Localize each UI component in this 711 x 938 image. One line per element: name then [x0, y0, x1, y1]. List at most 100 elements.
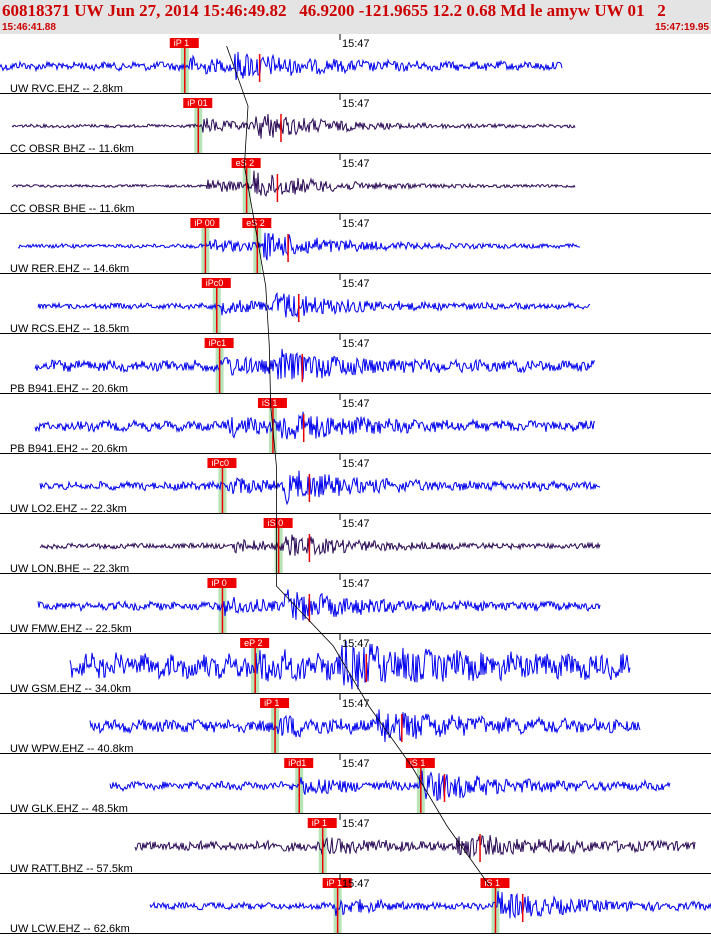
trace-panel[interactable]: iP 01 15:47 CC OBSR BHZ -- 11.6km	[0, 94, 711, 155]
trace-panel[interactable]: iPc1 15:47 PB B941.EHZ -- 20.6km	[0, 334, 711, 395]
minute-label: 15:47	[342, 638, 370, 650]
pick-flag[interactable]	[480, 878, 510, 888]
station-label: UW LON.BHE -- 22.3km	[10, 563, 129, 575]
pick-label: iP 1	[312, 818, 327, 828]
waveform	[11, 170, 576, 197]
trace-panel[interactable]: iPc0 15:47 UW LO2.EHZ -- 22.3km	[0, 454, 711, 515]
station-label: CC OBSR BHZ -- 11.6km	[10, 143, 134, 155]
travel-time-curve	[226, 45, 491, 887]
waveform	[89, 709, 641, 743]
trace-panel[interactable]: eP 2 15:47 UW GSM.EHZ -- 34.0km	[0, 634, 711, 695]
station-label: UW RATT.BHZ -- 57.5km	[10, 863, 133, 875]
waveform	[11, 113, 576, 139]
waveform	[134, 835, 696, 859]
minute-label: 15:47	[342, 758, 370, 770]
minute-label: 15:47	[342, 878, 370, 890]
waveform	[39, 470, 601, 506]
minute-label: 15:47	[342, 698, 370, 710]
pick-flag[interactable]	[405, 758, 435, 768]
pick-flag[interactable]	[201, 278, 231, 288]
end-time: 15:47:19.95	[655, 22, 709, 33]
station-label: UW FMW.EHZ -- 22.5km	[10, 623, 132, 635]
trace-panel[interactable]: iS 0 15:47 UW LON.BHE -- 22.3km	[0, 514, 711, 575]
minute-label: 15:47	[342, 278, 370, 290]
pick-label: iP 1	[327, 878, 342, 888]
minute-label: 15:47	[342, 458, 370, 470]
pick-flag[interactable]	[242, 218, 272, 228]
pick-label: iS 1	[262, 398, 278, 408]
pick-flag[interactable]	[207, 578, 237, 588]
station-label: UW GLK.EHZ -- 48.5km	[10, 803, 128, 815]
pick-label: iS 1	[484, 878, 500, 888]
station-label: UW WPW.EHZ -- 40.8km	[10, 743, 133, 755]
pick-flag[interactable]	[240, 638, 270, 648]
event-title: 60818371 UW Jun 27, 2014 15:46:49.82 46.…	[2, 1, 666, 20]
minute-label: 15:47	[342, 98, 370, 110]
trace-panel[interactable]: iP 1 15:47 UW RVC.EHZ -- 2.8km	[0, 34, 711, 95]
waveform	[34, 411, 596, 440]
waveform	[109, 770, 671, 801]
trace-panel[interactable]: iP 1 iS 1 15:47 UW LCW.EHZ -- 62.6km	[0, 874, 711, 935]
pick-label: eP 2	[244, 638, 262, 648]
trace-panel[interactable]: iS 1 15:47 PB B941.EH2 -- 20.6km	[0, 394, 711, 455]
start-time: 15:46:41.88	[2, 22, 56, 33]
pick-label: iS 0	[268, 518, 284, 528]
trace-panel[interactable]: iP 0 15:47 UW FMW.EHZ -- 22.5km	[0, 574, 711, 635]
pick-label: iP 1	[264, 698, 279, 708]
pick-flag[interactable]	[207, 458, 237, 468]
waveform	[0, 51, 563, 80]
pick-flag[interactable]	[307, 818, 337, 828]
station-label: PB B941.EHZ -- 20.6km	[10, 383, 128, 395]
waveform	[39, 534, 601, 556]
station-label: UW LCW.EHZ -- 62.6km	[10, 923, 130, 935]
minute-label: 15:47	[342, 398, 370, 410]
pick-flag[interactable]	[190, 218, 220, 228]
pick-label: iP 0	[211, 578, 226, 588]
pick-flag[interactable]	[183, 98, 213, 108]
pick-flag[interactable]	[204, 338, 234, 348]
trace-panel[interactable]: iP 1 15:47 UW RATT.BHZ -- 57.5km	[0, 814, 711, 875]
trace-panel[interactable]: iP 1 15:47 UW WPW.EHZ -- 40.8km	[0, 694, 711, 755]
waveform	[34, 348, 596, 380]
minute-label: 15:47	[342, 518, 370, 530]
pick-flag[interactable]	[263, 518, 293, 528]
pick-label: iPd1	[288, 758, 306, 768]
event-header: 60818371 UW Jun 27, 2014 15:46:49.82 46.…	[0, 0, 711, 34]
station-label: CC OBSR BHE -- 11.6km	[10, 203, 135, 215]
station-label: UW RER.EHZ -- 14.6km	[10, 263, 129, 275]
waveform	[37, 589, 601, 621]
trace-panel[interactable]: iPd1 iS 1 15:47 UW GLK.EHZ -- 48.5km	[0, 754, 711, 815]
pick-label: iP 00	[194, 218, 214, 228]
pick-label: eS 2	[246, 218, 265, 228]
pick-label: iP 1	[174, 38, 189, 48]
pick-label: iPc0	[211, 458, 229, 468]
pick-flag[interactable]	[284, 758, 314, 768]
station-label: UW LO2.EHZ -- 22.3km	[10, 503, 127, 515]
minute-label: 15:47	[342, 578, 370, 590]
pick-flag[interactable]	[322, 878, 352, 888]
trace-panel[interactable]: iPc0 15:47 UW RCS.EHZ -- 18.5km	[0, 274, 711, 335]
station-label: UW RCS.EHZ -- 18.5km	[10, 323, 129, 335]
station-label: PB B941.EH2 -- 20.6km	[10, 443, 127, 455]
pick-label: iPc0	[206, 278, 224, 288]
station-label: UW RVC.EHZ -- 2.8km	[10, 83, 123, 95]
station-label: UW GSM.EHZ -- 34.0km	[10, 683, 131, 695]
pick-label: iPc1	[209, 338, 227, 348]
waveform	[149, 891, 711, 919]
minute-label: 15:47	[342, 38, 370, 50]
pick-flag[interactable]	[169, 38, 199, 48]
minute-label: 15:47	[342, 338, 370, 350]
waveform	[17, 232, 581, 261]
pick-label: iS 1	[410, 758, 426, 768]
waveform	[37, 292, 591, 319]
pick-flag[interactable]	[257, 398, 287, 408]
pick-label: iP 01	[187, 98, 207, 108]
trace-panel[interactable]: iP 00 eS 2 15:47 UW RER.EHZ -- 14.6km	[0, 214, 711, 275]
minute-label: 15:47	[342, 218, 370, 230]
minute-label: 15:47	[342, 818, 370, 830]
minute-label: 15:47	[342, 158, 370, 170]
pick-flag[interactable]	[231, 158, 261, 168]
pick-flag[interactable]	[260, 698, 290, 708]
